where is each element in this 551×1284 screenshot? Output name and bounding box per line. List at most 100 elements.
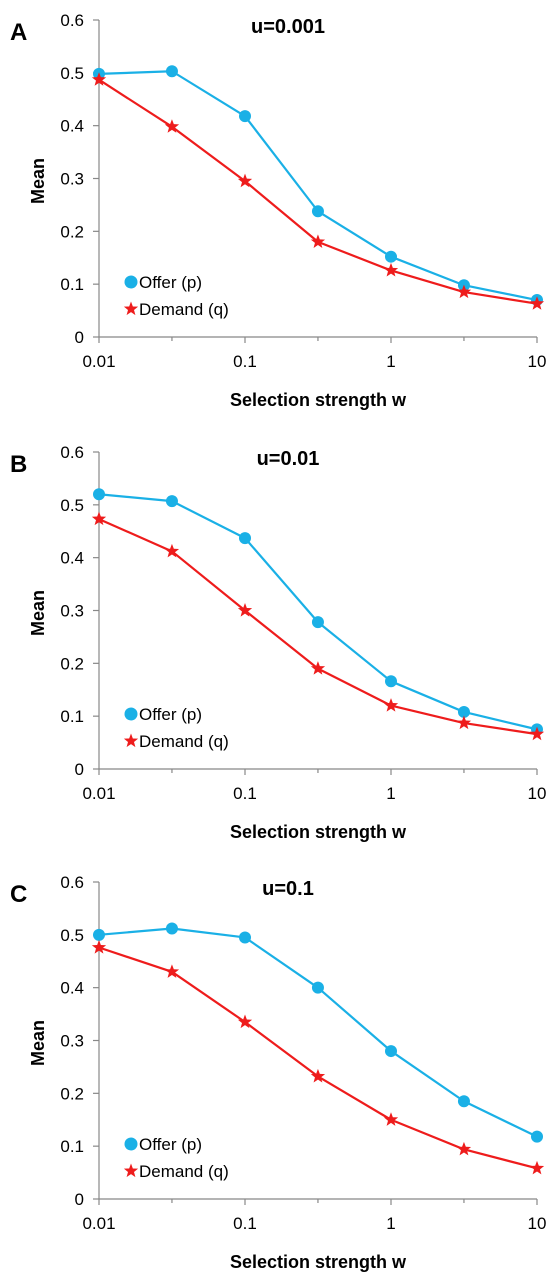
legend-item-demand: Demand (q) bbox=[123, 732, 229, 751]
panel-letter: A bbox=[10, 19, 27, 46]
x-tick-label: 0.1 bbox=[233, 352, 257, 371]
panel-letter: C bbox=[10, 881, 27, 908]
legend: Offer (p) Demand (q) bbox=[123, 1135, 229, 1181]
legend-offer-marker bbox=[124, 707, 138, 721]
chart-panel-a: A u=0.001 Selection strength w Mean 0 0.1… bbox=[0, 0, 551, 420]
demand-point bbox=[310, 1068, 326, 1083]
demand-point bbox=[310, 661, 326, 675]
x-tick-label: 0.01 bbox=[82, 352, 115, 371]
demand-point bbox=[164, 543, 180, 558]
demand-point bbox=[456, 1141, 472, 1156]
y-tick-label: 0.1 bbox=[60, 275, 84, 294]
offer-point bbox=[531, 1130, 543, 1143]
offer-point bbox=[385, 250, 397, 263]
y-tick-label: 0.2 bbox=[60, 654, 84, 673]
legend-offer-label: Offer (p) bbox=[139, 1135, 202, 1154]
legend-demand-marker bbox=[123, 301, 139, 316]
series-line-offer bbox=[98, 493, 538, 731]
demand-point bbox=[237, 173, 253, 188]
x-tick-label: 0.1 bbox=[233, 1214, 257, 1233]
offer-point bbox=[239, 532, 251, 545]
offer-point bbox=[93, 488, 105, 501]
demand-point bbox=[383, 698, 399, 712]
x-tick-label: 1 bbox=[386, 784, 395, 803]
offer-point bbox=[239, 931, 251, 944]
legend-demand-marker bbox=[123, 1163, 139, 1178]
demand-point bbox=[237, 603, 253, 617]
legend-item-offer: Offer (p) bbox=[124, 273, 202, 292]
legend-offer-label: Offer (p) bbox=[139, 273, 202, 292]
demand-point bbox=[91, 72, 107, 86]
demand-point bbox=[164, 964, 180, 978]
demand-point bbox=[383, 1112, 399, 1126]
legend-demand-label: Demand (q) bbox=[139, 1162, 229, 1181]
y-tick-label: 0 bbox=[75, 760, 84, 779]
legend-demand-marker bbox=[123, 733, 139, 748]
y-tick-label: 0 bbox=[75, 328, 84, 347]
offer-point bbox=[311, 981, 324, 994]
plot-area: 0 0.1 0.2 0.3 0.4 0.5 0.6 0.01 0.1 1 10 bbox=[60, 11, 546, 371]
y-tick-label: 0.5 bbox=[60, 926, 84, 945]
y-tick-label: 0.2 bbox=[60, 222, 84, 241]
legend-demand-label: Demand (q) bbox=[139, 732, 229, 751]
x-axis-title: Selection strength w bbox=[230, 1252, 407, 1272]
demand-point bbox=[383, 262, 399, 277]
legend-demand-label: Demand (q) bbox=[139, 300, 229, 319]
chart-svg-a: A u=0.001 Selection strength w Mean 0 0.1… bbox=[10, 11, 546, 410]
chart-svg-c: C u=0.1 Selection strength w Mean 0 0.1 0.… bbox=[10, 873, 546, 1272]
y-axis-title: Mean bbox=[28, 1020, 48, 1066]
y-tick-label: 0.2 bbox=[60, 1084, 84, 1103]
x-tick-label: 1 bbox=[386, 1214, 395, 1233]
offer-point bbox=[93, 928, 105, 941]
y-tick-label: 0.5 bbox=[60, 64, 84, 83]
offer-point bbox=[165, 495, 178, 508]
offer-point bbox=[385, 1045, 397, 1058]
x-tick-label: 10 bbox=[528, 352, 547, 371]
chart-svg-b: B u=0.01 Selection strength w Mean 00.10… bbox=[10, 443, 546, 842]
chart-panel-b: B u=0.01 Selection strength w Mean 0 0.1 0… bbox=[0, 432, 551, 852]
y-axis-title: Mean bbox=[28, 590, 48, 636]
legend: Offer (p) Demand (q) bbox=[123, 273, 229, 319]
demand-point bbox=[529, 1160, 545, 1175]
offer-point bbox=[457, 1095, 470, 1108]
x-tick-label: 1 bbox=[386, 352, 395, 371]
y-tick-label: 0.1 bbox=[60, 1137, 84, 1156]
y-tick-label: 0 bbox=[75, 1190, 84, 1209]
demand-point bbox=[310, 234, 326, 248]
legend-offer-label: Offer (p) bbox=[139, 705, 202, 724]
demand-point bbox=[91, 940, 107, 954]
y-tick-label: 0.1 bbox=[60, 707, 84, 726]
x-tick-label: 0.01 bbox=[82, 1214, 115, 1233]
y-tick-label: 0.3 bbox=[60, 170, 84, 189]
panel-letter: B bbox=[10, 451, 27, 478]
offer-point bbox=[385, 675, 397, 688]
series-line-offer bbox=[98, 70, 538, 302]
legend-item-offer: Offer (p) bbox=[124, 705, 202, 724]
offer-point bbox=[311, 616, 324, 629]
chart-title: u=0.001 bbox=[251, 16, 325, 38]
demand-point bbox=[529, 726, 545, 741]
demand-point bbox=[456, 284, 472, 299]
chart-panel-c: C u=0.1 Selection strength w Mean 0 0.1 0.… bbox=[0, 862, 551, 1282]
legend-item-offer: Offer (p) bbox=[124, 1135, 202, 1154]
y-tick-label: 0.6 bbox=[60, 443, 84, 462]
plot-area: 0 0.1 0.2 0.3 0.4 0.5 0.6 0.01 0.1 1 10 bbox=[60, 443, 546, 803]
demand-point bbox=[237, 1014, 253, 1029]
chart-title: u=0.01 bbox=[257, 448, 320, 470]
offer-point bbox=[457, 705, 470, 718]
y-tick-label: 0.3 bbox=[60, 1032, 84, 1051]
y-axis-title: Mean bbox=[28, 158, 48, 204]
series-line-offer bbox=[98, 927, 538, 1138]
legend-offer-marker bbox=[124, 1137, 138, 1151]
x-axis-title: Selection strength w bbox=[230, 390, 407, 410]
y-tick-label: 0.6 bbox=[60, 873, 84, 892]
offer-point bbox=[165, 922, 178, 935]
y-tick-label: 0.4 bbox=[60, 549, 84, 568]
series-line-demand bbox=[98, 78, 538, 305]
offer-point bbox=[239, 110, 251, 123]
plot-area: 0 0.1 0.2 0.3 0.4 0.5 0.6 0.01 0.1 1 10 bbox=[60, 873, 546, 1233]
legend-offer-marker bbox=[124, 275, 138, 289]
y-tick-label: 0.4 bbox=[60, 117, 84, 136]
legend: Offer (p) Demand (q) bbox=[123, 705, 229, 751]
